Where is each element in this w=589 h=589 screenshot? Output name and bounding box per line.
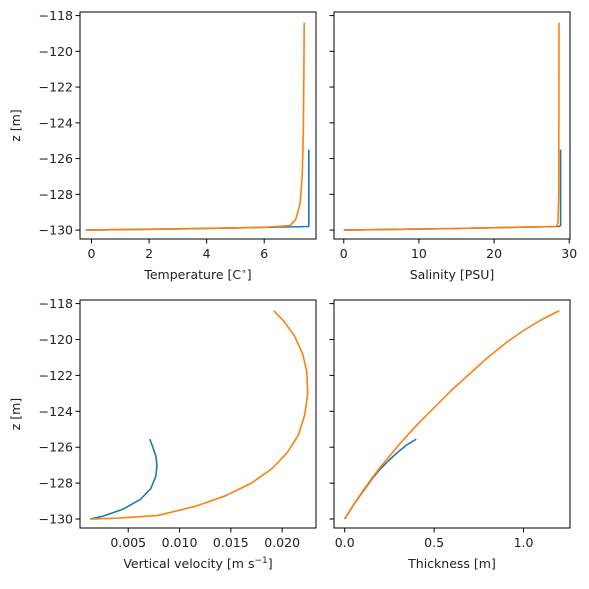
salinity-axes-frame — [333, 11, 571, 240]
temperature-y-tick-label: −126 — [39, 151, 73, 166]
vertical_velocity-series-blue-line — [90, 438, 158, 520]
temperature-x-tick-label: 4 — [203, 246, 211, 261]
thickness-series-orange-line — [344, 310, 560, 520]
temperature-y-tick-label: −122 — [39, 80, 73, 95]
vertical_velocity-x-tick-label: 0.015 — [213, 535, 249, 550]
salinity-x-tick-label: 30 — [561, 246, 577, 261]
vertical_velocity-x-axis-label: Vertical velocity [m s−1] — [123, 556, 272, 571]
thickness-x-axis-label: Thickness [m] — [407, 556, 496, 571]
thickness-series-blue-line — [344, 438, 417, 520]
thickness-x-tick-label: 1.0 — [514, 535, 534, 550]
vertical_velocity-y-tick-label: −128 — [39, 476, 73, 491]
thickness-axes-frame — [333, 299, 571, 529]
salinity-x-tick-label: 20 — [486, 246, 502, 261]
temperature-y-tick-label: −120 — [39, 44, 73, 59]
temperature-series-blue-line — [85, 149, 310, 231]
temperature-series-orange-line — [85, 22, 305, 231]
temperature-y-tick-label: −124 — [39, 115, 73, 130]
vertical_velocity-axes-frame — [79, 299, 317, 529]
vertical_velocity-y-tick-label: −122 — [39, 368, 73, 383]
panel-thickness: 0.0 0.5 1.0 Thickness [m] — [329, 299, 571, 571]
panel-vertical_velocity: 0.005 0.010 0.015 0.020 −130 −128 −126 −124 −122… — [8, 296, 317, 571]
temperature-x-axis-label: Temperature [C∘] — [143, 267, 251, 282]
vertical_velocity-y-tick-label: −120 — [39, 332, 73, 347]
vertical_velocity-y-axis-label: z [m] — [8, 398, 23, 430]
temperature-y-tick-label: −118 — [39, 8, 73, 23]
vertical_velocity-series-orange-line — [90, 310, 309, 520]
panel-salinity: 0 10 20 30 Salinity [PSU] — [329, 11, 577, 282]
temperature-x-tick-label: 0 — [88, 246, 96, 261]
vertical_velocity-x-tick-label: 0.010 — [162, 535, 198, 550]
salinity-x-axis-label: Salinity [PSU] — [410, 267, 495, 282]
temperature-y-tick-label: −128 — [39, 187, 73, 202]
temperature-axes-frame — [79, 11, 317, 240]
salinity-series-orange-line — [343, 22, 560, 231]
salinity-series-blue-line — [343, 149, 562, 231]
thickness-x-tick-label: 0.5 — [424, 535, 444, 550]
temperature-y-tick-label: −130 — [39, 223, 73, 238]
vertical_velocity-x-tick-label: 0.005 — [110, 535, 146, 550]
thickness-x-tick-label: 0.0 — [335, 535, 355, 550]
salinity-x-tick-label: 0 — [340, 246, 348, 261]
vertical_velocity-y-tick-label: −126 — [39, 440, 73, 455]
temperature-y-axis-label: z [m] — [8, 109, 23, 141]
vertical_velocity-y-tick-label: −124 — [39, 404, 73, 419]
salinity-x-tick-label: 10 — [411, 246, 427, 261]
vertical_velocity-y-tick-label: −130 — [39, 512, 73, 527]
temperature-x-tick-label: 6 — [260, 246, 268, 261]
temperature-x-tick-label: 2 — [145, 246, 153, 261]
vertical_velocity-x-tick-label: 0.020 — [264, 535, 300, 550]
vertical_velocity-y-tick-label: −118 — [39, 296, 73, 311]
panel-temperature: 0 2 4 6 −130 −128 −126 −124 −122 −120 −118 Temperat… — [8, 8, 317, 282]
